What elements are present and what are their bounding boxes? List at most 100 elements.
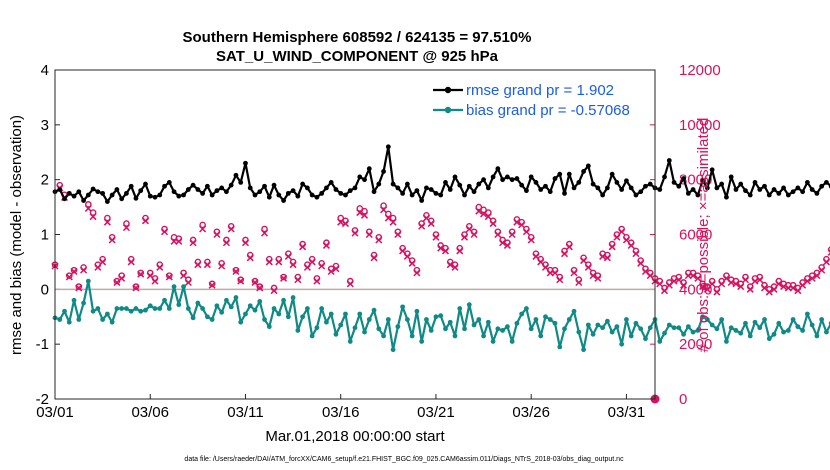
- bias-point: [181, 284, 186, 289]
- obs-assimilated-point: [332, 265, 340, 273]
- obs-assimilated-point: [303, 263, 311, 271]
- rmse-point: [390, 181, 396, 187]
- bias-point: [376, 326, 382, 332]
- obs-possible-point: [232, 266, 240, 274]
- rmse-point: [471, 189, 477, 195]
- bias-point: [200, 306, 206, 311]
- rmse-point: [76, 189, 82, 195]
- rmse-point: [514, 176, 520, 181]
- rmse-point: [643, 183, 648, 189]
- rmse-point: [452, 174, 458, 180]
- rmse-point: [714, 185, 720, 191]
- obs-assimilated-point: [256, 284, 264, 292]
- obs-assimilated-point: [694, 274, 702, 282]
- bias-point: [771, 331, 777, 337]
- obs-assimilated-point: [556, 276, 564, 284]
- rmse-point: [395, 185, 401, 191]
- rmse-point: [157, 192, 163, 198]
- rmse-point: [571, 185, 577, 191]
- rmse-point: [466, 183, 472, 189]
- obs-possible-point: [475, 203, 483, 211]
- bias-point: [804, 311, 810, 317]
- obs-possible-point: [237, 276, 245, 284]
- obs-assimilated-point: [289, 261, 297, 269]
- rmse-point: [57, 187, 63, 192]
- rmse-point: [338, 190, 344, 196]
- obs-assimilated-point: [527, 236, 535, 244]
- rmse-point: [409, 192, 415, 198]
- bias-point: [266, 324, 272, 330]
- obs-assimilated-point: [399, 247, 407, 255]
- y-axis-left-label: rmse and bias (model - observation): [8, 115, 25, 355]
- rmse-point: [547, 189, 553, 195]
- bias-point: [309, 333, 315, 339]
- rmse-point: [490, 174, 496, 180]
- obs-possible-point: [85, 201, 92, 208]
- rmse-point: [362, 177, 367, 183]
- obs-assimilated-point: [589, 272, 597, 280]
- bias-point: [262, 317, 267, 322]
- obs-assimilated-point: [299, 243, 307, 251]
- y-right-tick-label: 6000: [679, 227, 712, 244]
- bias-point: [704, 317, 710, 322]
- bias-point: [595, 322, 601, 328]
- bias-point: [776, 320, 782, 326]
- bias-point: [495, 326, 501, 332]
- obs-assimilated-point: [441, 247, 450, 255]
- rmse-point: [257, 189, 263, 195]
- obs-assimilated-point: [451, 263, 459, 271]
- bias-point: [157, 306, 163, 311]
- bias-point: [404, 317, 410, 322]
- bias-point: [81, 300, 86, 306]
- bias-point: [657, 339, 663, 344]
- rmse-point: [262, 183, 267, 189]
- rmse-point: [719, 181, 725, 187]
- bias-point: [819, 317, 825, 322]
- obs-assimilated-point: [108, 236, 116, 244]
- bias-point: [252, 307, 258, 313]
- bias-point: [790, 317, 796, 322]
- obs-assimilated-point: [560, 250, 569, 258]
- bias-point: [190, 315, 196, 321]
- bias-point: [285, 314, 291, 320]
- obs-assimilated-point: [165, 273, 173, 281]
- rmse-point: [185, 187, 191, 192]
- obs-assimilated-point: [637, 259, 645, 267]
- obs-assimilated-point: [199, 225, 207, 233]
- obs-assimilated-point: [494, 230, 502, 239]
- bias-series: [52, 278, 830, 353]
- obs-assimilated-point: [356, 209, 364, 217]
- obs-assimilated-point: [770, 285, 778, 293]
- bias-point: [457, 306, 463, 311]
- bias-point: [604, 318, 610, 324]
- bias-point: [538, 333, 544, 339]
- rmse-point: [128, 183, 134, 189]
- rmse-point: [457, 182, 463, 188]
- bias-point: [300, 314, 306, 320]
- rmse-point: [100, 190, 106, 196]
- rmse-point: [785, 192, 791, 198]
- obs-possible-point: [132, 283, 140, 290]
- obs-assimilated-point: [194, 261, 202, 269]
- y-left-tick-label: 3: [41, 117, 49, 134]
- obs-assimilated-point: [218, 262, 226, 270]
- bias-point: [690, 329, 696, 335]
- bias-point: [57, 317, 63, 322]
- rmse-point: [219, 185, 225, 191]
- obs-assimilated-point: [584, 263, 592, 271]
- obs-assimilated-point: [251, 278, 259, 287]
- rmse-point: [676, 183, 682, 189]
- obs-assimilated-point: [489, 220, 497, 228]
- bias-point: [676, 325, 682, 331]
- bias-point: [228, 304, 234, 310]
- x-tick-label: 03/16: [322, 404, 360, 421]
- rmse-point: [795, 185, 801, 191]
- obs-assimilated-point: [318, 262, 326, 270]
- bias-point: [757, 325, 763, 331]
- rmse-point: [628, 185, 634, 191]
- obs-assimilated-point: [480, 210, 488, 218]
- obs-possible-point: [104, 214, 111, 222]
- rmse-point: [800, 189, 806, 195]
- rmse-point: [233, 172, 239, 178]
- rmse-point: [757, 187, 763, 192]
